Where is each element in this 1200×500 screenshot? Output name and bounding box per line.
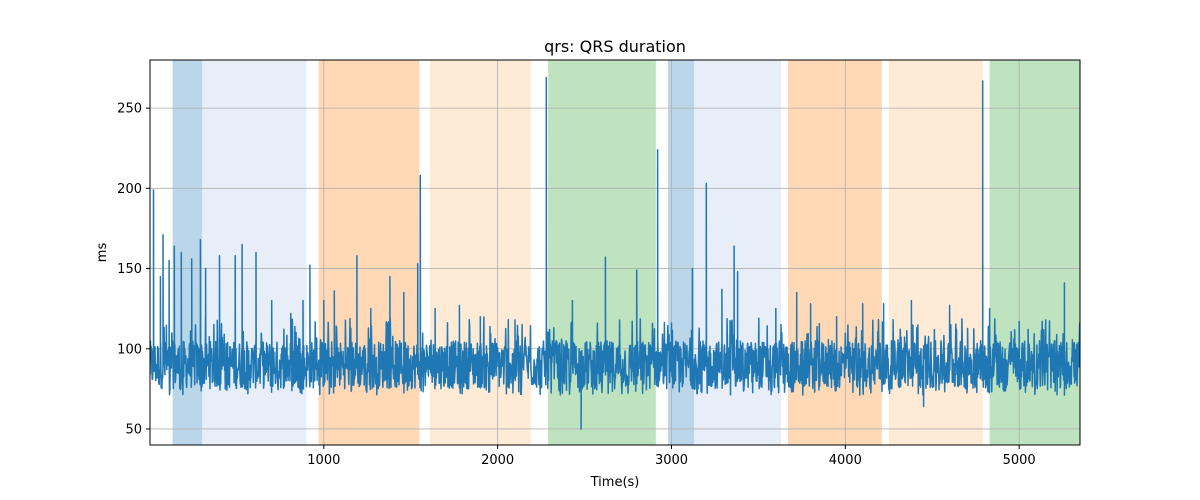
y-tick-label: 100: [117, 342, 142, 357]
y-axis-label: ms: [95, 243, 110, 263]
plot-frame: [149, 59, 1081, 446]
x-tick-label: 3000: [655, 453, 688, 468]
y-tick-label: 150: [117, 262, 142, 277]
x-tick-label: 4000: [829, 453, 862, 468]
highlight-bands: [172, 60, 1080, 445]
x-tick-label: 5000: [1003, 453, 1036, 468]
x-tick-label: 1000: [307, 453, 340, 468]
y-axis-ticks: 50 100 150 200 250: [117, 102, 150, 437]
band-5: [668, 60, 695, 445]
band-1: [202, 60, 307, 445]
series-layer: [150, 76, 1080, 430]
x-tick-label: 2000: [481, 453, 514, 468]
x-axis-label: Time(s): [590, 475, 640, 490]
x-axis-ticks: 1000 2000 3000 4000 5000: [307, 445, 1036, 468]
y-tick-label: 250: [117, 102, 142, 117]
y-tick-label: 50: [125, 422, 142, 437]
series-line: [150, 76, 1080, 430]
y-tick-label: 200: [117, 182, 142, 197]
chart-title: qrs: QRS duration: [544, 37, 686, 56]
